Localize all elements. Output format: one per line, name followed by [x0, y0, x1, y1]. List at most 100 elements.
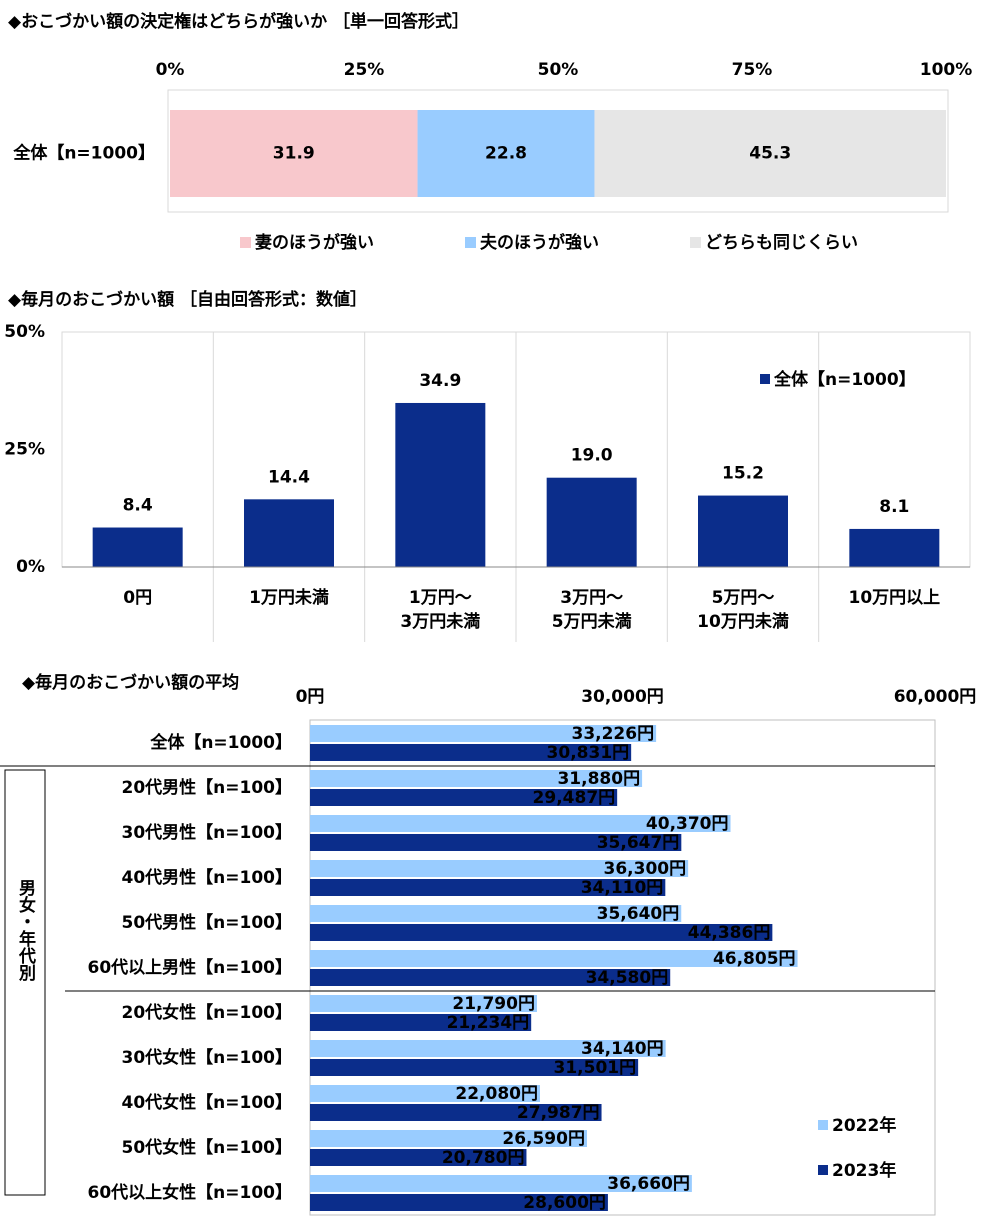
bar — [849, 528, 940, 567]
bar — [310, 905, 682, 922]
data-label: 8.4 — [123, 496, 153, 516]
x-tick-label: 5万円～ 10万円未満 — [697, 588, 789, 632]
group-box — [4, 769, 46, 1196]
legend-label: 全体【n=1000】 — [773, 369, 916, 390]
bar — [310, 969, 671, 986]
bar — [310, 995, 537, 1012]
bar — [310, 789, 618, 806]
data-label: 35,640円 — [597, 904, 680, 924]
bar — [310, 1130, 587, 1147]
x-tick-label: 0円 — [296, 687, 325, 707]
data-label: 15.2 — [722, 464, 764, 484]
bar — [310, 860, 689, 877]
x-tick-label: 1万円未満 — [249, 587, 329, 608]
x-tick-label: 50% — [538, 60, 579, 80]
data-label: 30,831円 — [547, 743, 630, 763]
bar — [310, 1175, 692, 1192]
y-tick-label: 0% — [16, 557, 45, 577]
data-label: 22,080円 — [455, 1084, 538, 1104]
bar — [310, 1085, 540, 1102]
plot-frame — [309, 719, 936, 1216]
y-tick-label: 60代以上女性【n=100】 — [88, 1182, 293, 1203]
data-label: 46,805円 — [713, 949, 796, 969]
y-tick-label: 30代女性【n=100】 — [122, 1047, 293, 1068]
y-tick-label: 40代女性【n=100】 — [122, 1092, 293, 1113]
data-label: 21,234円 — [447, 1013, 530, 1033]
x-tick-label: 0円 — [123, 588, 152, 608]
y-tick-label: 50% — [4, 322, 45, 342]
bar — [310, 1059, 639, 1076]
chart-title: ◆おこづかい額の決定権はどちらが強いか ［単一回答形式］ — [8, 11, 469, 32]
x-tick-label: 1万円～ 3万円未満 — [400, 588, 480, 632]
data-label: 45.3 — [749, 144, 791, 164]
data-label: 27,987円 — [517, 1103, 600, 1123]
y-tick-label: 60代以上男性【n=100】 — [88, 957, 293, 978]
data-label: 31,501円 — [554, 1058, 637, 1078]
bar — [310, 834, 682, 851]
chart-title: ◆毎月のおこづかい額の平均 — [22, 672, 239, 693]
data-label: 44,386円 — [688, 923, 771, 943]
data-label: 34,580円 — [586, 968, 669, 988]
data-label: 35,647円 — [597, 833, 680, 853]
data-label: 34.9 — [419, 371, 461, 391]
data-label: 31.9 — [273, 144, 315, 164]
bar — [244, 499, 334, 567]
data-label: 34,140円 — [581, 1039, 664, 1059]
legend-label: 2022年 — [832, 1115, 896, 1136]
y-tick-label: 20代女性【n=100】 — [122, 1002, 293, 1023]
bar-segment — [170, 110, 418, 197]
x-tick-label: 10万円以上 — [848, 588, 940, 608]
data-label: 22.8 — [485, 144, 527, 164]
y-tick-label: 全体【n=1000】 — [12, 143, 155, 164]
bar — [698, 495, 788, 567]
bar — [310, 770, 643, 787]
y-tick-label: 50代男性【n=100】 — [122, 912, 293, 933]
y-tick-label: 20代男性【n=100】 — [122, 777, 293, 798]
y-tick-label: 30代男性【n=100】 — [122, 822, 293, 843]
legend-label: 妻のほうが強い — [255, 232, 374, 253]
data-label: 14.4 — [268, 467, 310, 487]
bar — [310, 815, 731, 832]
legend-swatch — [690, 237, 701, 248]
y-tick-label: 全体【n=1000】 — [149, 732, 292, 753]
bar — [310, 1149, 527, 1166]
chart-title: ◆毎月のおこづかい額 ［自由回答形式：数値］ — [8, 289, 367, 310]
legend-swatch — [818, 1165, 828, 1175]
data-label: 21,790円 — [452, 994, 535, 1014]
y-tick-label: 50代女性【n=100】 — [122, 1137, 293, 1158]
data-label: 33,226円 — [571, 724, 654, 744]
x-tick-label: 30,000円 — [581, 687, 664, 707]
y-tick-label: 40代男性【n=100】 — [122, 867, 293, 888]
bar-segment — [594, 110, 946, 197]
data-label: 20,780円 — [442, 1148, 525, 1168]
bar — [546, 477, 637, 567]
data-label: 28,600円 — [523, 1193, 606, 1213]
bar — [310, 950, 798, 967]
bar — [310, 879, 666, 896]
data-label: 8.1 — [879, 497, 909, 517]
bar — [310, 1194, 608, 1211]
x-tick-label: 25% — [344, 60, 385, 80]
data-label: 36,300円 — [604, 859, 687, 879]
bar — [310, 725, 657, 742]
y-tick-label: 25% — [4, 440, 45, 460]
data-label: 31,880円 — [557, 769, 640, 789]
group-label: 男女・年代別 — [15, 879, 37, 982]
x-tick-label: 75% — [732, 60, 773, 80]
legend-swatch — [240, 237, 251, 248]
x-tick-label: 0% — [156, 60, 185, 80]
x-tick-label: 100% — [920, 60, 973, 80]
bar — [310, 1014, 532, 1031]
data-label: 29,487円 — [533, 788, 616, 808]
bar — [395, 402, 486, 567]
legend-swatch — [818, 1120, 828, 1130]
bar — [310, 744, 632, 761]
data-label: 26,590円 — [502, 1129, 585, 1149]
data-label: 36,660円 — [607, 1174, 690, 1194]
legend-swatch — [465, 237, 476, 248]
x-tick-label: 3万円～ 5万円未満 — [552, 588, 632, 632]
x-tick-label: 60,000円 — [894, 687, 977, 707]
bar — [310, 924, 773, 941]
bar — [92, 527, 183, 567]
